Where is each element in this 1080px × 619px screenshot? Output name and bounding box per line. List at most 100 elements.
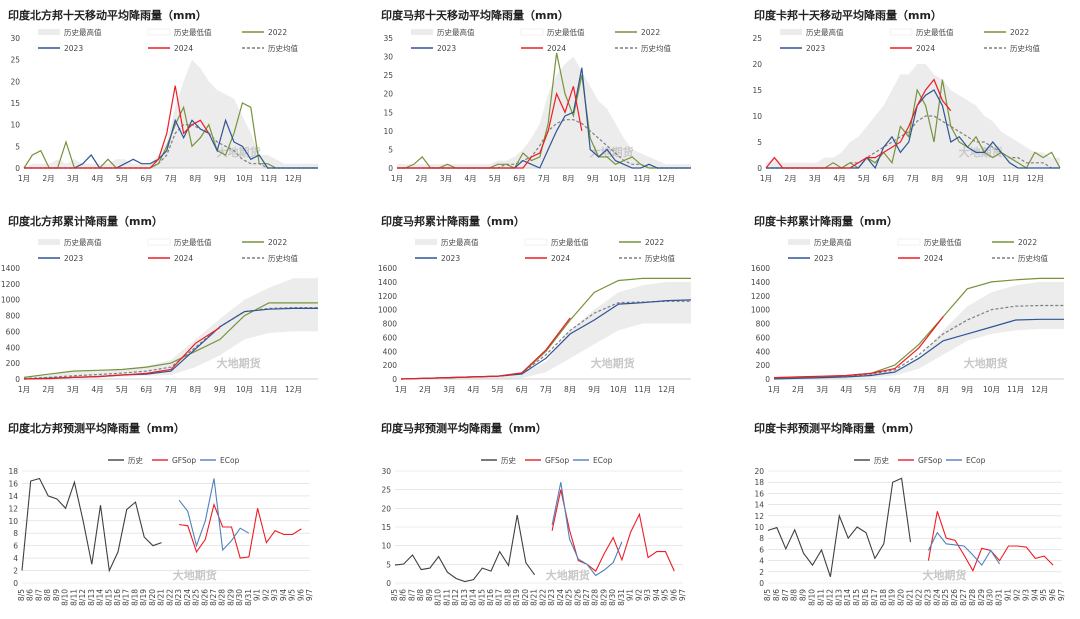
y-tick-label: 0	[15, 164, 20, 173]
x-tick-label: 8/21	[906, 589, 915, 606]
x-tick-label: 3月	[440, 174, 452, 183]
x-tick-label: 4月	[467, 385, 479, 394]
chart-svg: 印度卡邦预测平均降雨量（mm） 0 2 4 6 8 10 12 14 16 18 20 历史 GFSop E…	[754, 421, 1066, 606]
x-tick-label: 11月	[634, 385, 651, 394]
chart-title: 印度北方邦十天移动平均降雨量（mm）	[8, 8, 207, 22]
series-line-2024	[397, 86, 583, 169]
series-line-2022	[397, 52, 691, 169]
x-tick-label: 11月	[1002, 174, 1019, 183]
x-tick-label: 2月	[42, 174, 54, 183]
y-tick-label: 20	[383, 90, 393, 99]
y-tick-label: 10	[381, 542, 391, 551]
legend-label: 历史最高值	[64, 237, 102, 247]
chart-svg: 印度马邦十天移动平均降雨量（mm） 0 5 10 15 20 25 30 35 历史最高值 历史最低…	[381, 8, 691, 183]
legend-label: 2024	[551, 254, 570, 263]
x-tick-label: 9/5	[1039, 589, 1048, 601]
chart-mh-forecast: 印度马邦预测平均降雨量（mm） 0 5 10 15 20 25 30 历史 GFSop ECop 8/…	[373, 413, 733, 619]
x-tick-label: 10月	[236, 174, 253, 183]
chart-svg: 印度北方邦累计降雨量（mm） 0 200 400 600 800 1000 1200 1400 历…	[1, 214, 318, 394]
x-tick-label: 8/22	[165, 589, 174, 606]
legend-label: GFSop	[172, 456, 196, 465]
series-line-2024	[765, 78, 952, 169]
x-tick-label: 8/16	[113, 589, 122, 606]
band-historical-range	[774, 281, 1064, 379]
band-historical-max	[24, 59, 318, 169]
x-tick-label: 11月	[260, 385, 277, 394]
y-tick-label: 0	[388, 164, 393, 173]
x-tick-label: 8/19	[139, 589, 148, 606]
y-tick-label: 30	[383, 53, 393, 62]
x-tick-label: 2月	[792, 385, 804, 394]
legend-swatch-max	[788, 239, 810, 245]
x-tick-label: 3月	[67, 174, 79, 183]
x-tick-label: 1月	[391, 174, 403, 183]
x-tick-label: 8/5	[17, 589, 26, 601]
x-tick-label: 8/14	[843, 589, 852, 606]
watermark-text: 大地期货	[217, 145, 261, 159]
x-tick-label: 8/19	[888, 589, 897, 606]
legend-swatch-min	[524, 238, 548, 246]
y-tick-label: 800	[6, 312, 21, 321]
x-tick-label: 9月	[214, 174, 226, 183]
y-tick-label: 800	[756, 320, 771, 329]
y-tick-label: 30	[10, 34, 20, 43]
chart-title: 印度卡邦累计降雨量（mm）	[754, 214, 898, 228]
x-tick-label: 8/23	[174, 589, 183, 606]
legend-label: 历史最低值	[924, 237, 962, 247]
x-tick-label: 8/8	[790, 589, 799, 601]
x-tick-label: 2月	[419, 385, 431, 394]
x-tick-label: 7月	[538, 174, 550, 183]
legend-label: 2022	[645, 238, 664, 247]
x-tick-label: 9/4	[1030, 589, 1039, 601]
x-tick-label: 8/10	[434, 589, 443, 606]
x-tick-label: 8/23	[923, 589, 932, 606]
x-tick-label: 8/9	[52, 589, 61, 601]
x-tick-label: 8/9	[799, 589, 808, 601]
y-tick-label: 15	[10, 99, 20, 108]
series-line-ECop	[551, 482, 623, 577]
x-tick-label: 8/6	[399, 589, 408, 601]
x-tick-label: 8/25	[941, 589, 950, 606]
x-tick-label: 6月	[140, 174, 152, 183]
y-tick-label: 1000	[378, 306, 397, 315]
chart-svg: 印度北方邦十天移动平均降雨量（mm） 0 5 10 15 20 25 30 历史最高值 历史最低值…	[8, 8, 318, 183]
x-tick-label: 8/12	[78, 589, 87, 606]
y-tick-label: 15	[381, 523, 391, 532]
y-tick-label: 6	[13, 542, 18, 551]
x-tick-label: 10月	[983, 385, 1000, 394]
y-tick-label: 20	[754, 467, 764, 476]
x-tick-label: 8/30	[608, 589, 617, 606]
y-tick-label: 12	[754, 512, 764, 521]
watermark-text: 大地期货	[964, 356, 1008, 370]
x-tick-label: 8月	[189, 385, 201, 394]
x-tick-label: 3月	[443, 385, 455, 394]
legend-label: ECop	[966, 456, 986, 465]
x-tick-label: 9/4	[652, 589, 661, 601]
y-tick-label: 20	[381, 504, 391, 513]
legend-swatch-max	[411, 29, 433, 35]
legend-label: 历史均值	[268, 43, 298, 53]
y-tick-label: 600	[383, 333, 398, 342]
y-tick-label: 2	[13, 567, 18, 576]
x-tick-label: 5月	[116, 174, 128, 183]
y-tick-label: 10	[752, 112, 762, 121]
chart-svg: 印度卡邦累计降雨量（mm） 0 200 400 600 800 1000 1200 1400 16…	[751, 214, 1064, 394]
legend-label: 2022	[268, 238, 287, 247]
x-tick-label: 8/16	[486, 589, 495, 606]
legend-swatch-max	[780, 29, 802, 35]
y-tick-label: 1000	[751, 306, 770, 315]
legend-label: 2023	[814, 254, 833, 263]
x-tick-label: 8/29	[599, 589, 608, 606]
series-line-历史	[767, 477, 912, 577]
x-tick-label: 9/2	[261, 589, 270, 601]
series-line-历史均值	[400, 300, 691, 380]
legend-label: 历史均值	[1018, 253, 1048, 263]
x-tick-label: 8/17	[870, 589, 879, 606]
x-tick-label: 9/2	[1012, 589, 1021, 601]
chart-svg: 印度马邦累计降雨量（mm） 0 200 400 600 800 1000 1200 1400 16…	[378, 214, 692, 394]
legend-label: ECop	[220, 456, 240, 465]
x-tick-label: 5月	[858, 174, 870, 183]
x-tick-label: 5月	[865, 385, 877, 394]
x-tick-label: 8/22	[914, 589, 923, 606]
chart-up-cumulative: 印度北方邦累计降雨量（mm） 0 200 400 600 800 1000 1200 1400 历…	[0, 206, 360, 412]
